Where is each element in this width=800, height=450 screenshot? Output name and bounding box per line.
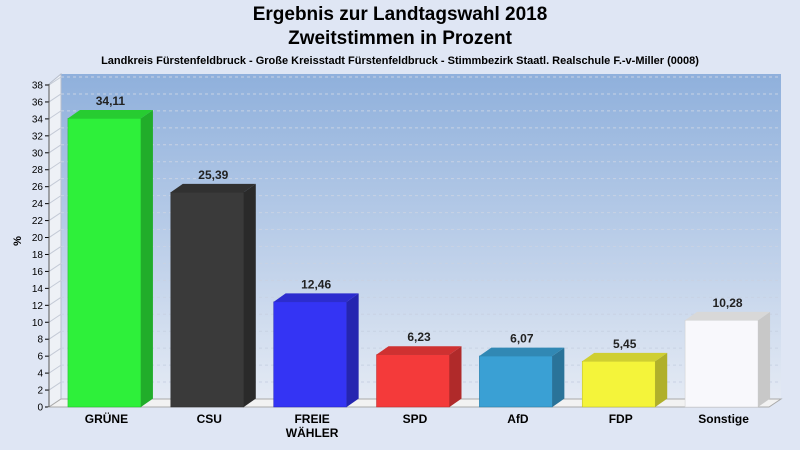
bar <box>170 183 256 408</box>
bar-side <box>449 346 462 407</box>
y-tick-label: 30 <box>32 148 44 159</box>
data-label: 34,11 <box>96 94 126 108</box>
grid-line-side <box>48 279 62 289</box>
bar-top <box>376 346 462 355</box>
bar <box>581 352 668 408</box>
bar <box>376 346 462 408</box>
bar-front <box>684 320 759 408</box>
grid-line-side <box>48 313 62 323</box>
data-label: 10,28 <box>713 296 743 310</box>
data-label: 25,39 <box>198 168 228 182</box>
grid-line-side <box>48 381 62 391</box>
bar-top <box>273 293 359 302</box>
y-tick-label: 18 <box>32 250 44 261</box>
grid-line-side <box>48 161 62 171</box>
grid-line-side <box>48 144 62 154</box>
y-tick-label: 32 <box>32 131 44 142</box>
y-tick-label: 38 <box>32 81 44 92</box>
bar-front <box>376 354 450 408</box>
bar-top <box>479 347 565 356</box>
x-tick-label: CSU <box>197 412 222 426</box>
bar <box>273 293 359 408</box>
bar-front <box>479 355 553 408</box>
grid-line-side <box>48 127 62 137</box>
bar-front <box>170 192 245 408</box>
y-tick-label: 22 <box>32 216 44 227</box>
data-label: 12,46 <box>301 277 331 291</box>
grid-line-side <box>48 229 62 238</box>
bar <box>479 347 565 408</box>
y-tick-label: 14 <box>32 284 44 295</box>
bar-side <box>552 347 565 407</box>
grid-line-side <box>48 76 62 86</box>
y-tick-label: 20 <box>32 233 44 244</box>
chart-title: Ergebnis zur Landtagswahl 2018 <box>252 4 548 25</box>
y-tick-label: 4 <box>37 369 43 380</box>
y-tick-label: 10 <box>32 318 44 329</box>
x-tick-label: FDP <box>609 412 633 426</box>
data-label: 5,45 <box>613 337 637 351</box>
bar-side <box>655 352 668 407</box>
grid-line-side <box>48 263 62 272</box>
grid-line-side <box>48 347 62 357</box>
x-tick-label: FREIE <box>294 412 329 426</box>
bar <box>67 109 153 408</box>
grid-line-side <box>48 364 62 374</box>
grid-line-side <box>48 195 62 205</box>
bar-side <box>758 311 771 407</box>
y-tick-label: 12 <box>32 301 44 312</box>
y-tick-label: 36 <box>32 97 44 108</box>
y-tick-label: 2 <box>37 386 43 397</box>
grid-line-side <box>48 212 62 221</box>
chart-subtitle: Landkreis Fürstenfeldbruck - Große Kreis… <box>101 55 699 67</box>
grid-line-side <box>48 178 62 188</box>
y-tick-label: 34 <box>32 114 44 125</box>
chart-subtitle-line: Zweitstimmen in Prozent <box>288 28 512 49</box>
bar-front <box>581 360 656 408</box>
plot-area: 0246810121416182022242628303234363834,11… <box>32 72 783 440</box>
grid-line-side <box>48 110 62 120</box>
grid-line-side <box>48 246 62 255</box>
y-tick-label: 8 <box>37 335 43 346</box>
x-tick-label: SPD <box>403 412 428 426</box>
bar <box>684 311 771 408</box>
data-label: 6,07 <box>510 332 534 346</box>
grid-line-side <box>48 330 62 340</box>
bar-top <box>67 109 153 119</box>
bar-top <box>685 311 771 321</box>
y-tick-label: 28 <box>32 165 44 176</box>
x-tick-label: WÄHLER <box>286 425 339 440</box>
bar-top <box>170 183 256 193</box>
bar-side <box>140 109 153 407</box>
data-label: 6,23 <box>407 330 431 344</box>
y-tick-label: 0 <box>37 403 43 414</box>
y-tick-label: 16 <box>32 267 44 278</box>
x-tick-label: Sonstige <box>698 412 749 426</box>
y-tick-label: 24 <box>32 199 44 210</box>
x-tick-label: AfD <box>507 412 529 426</box>
bar-side <box>243 183 256 407</box>
bar-front <box>273 301 347 408</box>
bar-side <box>346 293 359 407</box>
y-tick-label: 6 <box>37 352 43 363</box>
grid-line-side <box>48 93 62 103</box>
y-tick-label: 26 <box>32 182 44 193</box>
plot-side-wall <box>48 72 62 408</box>
y-axis-label: % <box>12 236 24 246</box>
bar-front <box>67 118 142 408</box>
x-tick-label: GRÜNE <box>85 411 128 426</box>
grid-line-side <box>48 296 62 306</box>
bar-top <box>582 352 668 362</box>
